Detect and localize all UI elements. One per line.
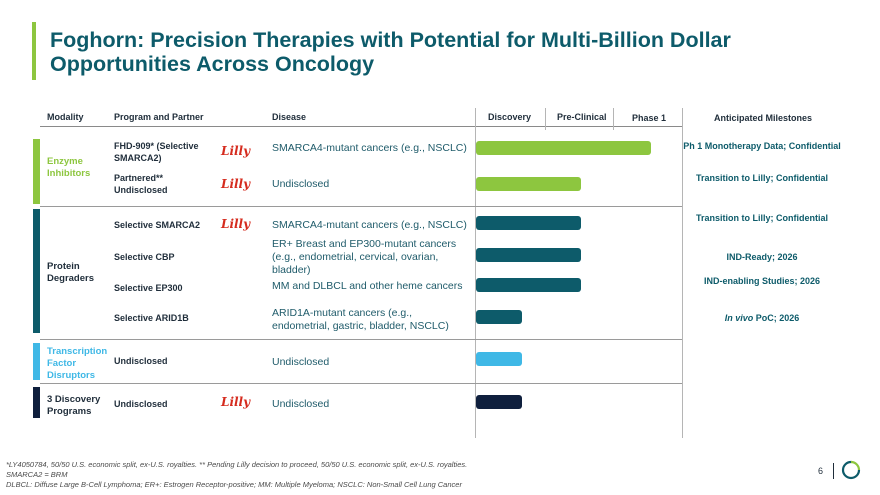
progress-bar-tfd <box>476 352 522 366</box>
tfd-modality-bar <box>33 343 40 380</box>
disease-text: ARID1A-mutant cancers (e.g., endometrial… <box>272 307 449 332</box>
disease-text: ER+ Breast and EP300-mutant cancers (e.g… <box>272 238 457 276</box>
disease-text: SMARCA4-mutant cancers (e.g., NSCLC) <box>272 142 467 154</box>
program-fhd-909: FHD-909* (Selective SMARCA2) <box>114 141 199 163</box>
program-selective-smarca2: Selective SMARCA2 <box>114 220 201 230</box>
progress-bar-discovery <box>476 395 522 409</box>
disease-text: MM and DLBCL and other heme cancers <box>272 280 463 292</box>
milestone-text: Transition to Lilly; Confidential <box>696 173 828 183</box>
title-accent-bar <box>32 22 36 80</box>
program-discovery-undisclosed: Undisclosed <box>114 399 168 409</box>
foghorn-logo-icon <box>841 460 861 480</box>
disease-text: Undisclosed <box>272 178 330 190</box>
progress-bar-smarca2 <box>476 216 581 230</box>
modality-discovery-programs: 3 Discovery Programs <box>47 394 101 417</box>
discovery-modality-bar <box>33 387 40 418</box>
milestone-text-in-vivo: In vivo PoC; 2026 <box>724 313 800 323</box>
header-phase1: Phase 1 <box>632 113 667 123</box>
lilly-logo: Lilly <box>221 144 251 158</box>
lilly-logo: Lilly <box>221 177 251 191</box>
degraders-modality-bar <box>33 209 40 333</box>
header-program: Program and Partner <box>114 112 204 122</box>
enzyme-modality-bar <box>33 139 40 204</box>
header-milestones: Anticipated Milestones <box>714 113 813 123</box>
progress-bar-partnered <box>476 177 581 191</box>
header-discovery: Discovery <box>488 112 532 122</box>
footnote-line-2: SMARCA2 = BRM <box>6 470 68 479</box>
page-number-divider <box>833 463 834 479</box>
modality-transcription-factor-disruptors: Transcription Factor Disruptors <box>47 346 108 381</box>
footnote-line-1: *LY4050784, 50/50 U.S. economic split, e… <box>6 460 468 469</box>
page-number: 6 <box>818 466 824 476</box>
program-selective-arid1b: Selective ARID1B <box>114 313 189 323</box>
program-selective-ep300: Selective EP300 <box>114 283 183 293</box>
progress-bar-cbp <box>476 248 581 262</box>
header-disease: Disease <box>272 112 307 122</box>
progress-bar-fhd-909 <box>476 141 651 155</box>
header-divider <box>40 126 682 127</box>
disease-text: Undisclosed <box>272 356 330 368</box>
phase-divider-start <box>475 108 476 438</box>
section-divider <box>40 339 682 340</box>
lilly-logo: Lilly <box>221 217 251 231</box>
modality-protein-degraders: Protein Degraders <box>47 261 94 284</box>
milestone-text: IND-enabling Studies; 2026 <box>703 276 821 286</box>
header-modality: Modality <box>47 112 84 122</box>
page-title: Foghorn: Precision Therapies with Potent… <box>50 28 731 76</box>
phase-divider-discovery <box>545 108 546 130</box>
disease-text: Undisclosed <box>272 398 330 410</box>
phase-divider-preclinical <box>613 108 614 130</box>
progress-bar-ep300 <box>476 278 581 292</box>
progress-bar-arid1b <box>476 310 522 324</box>
lilly-logo: Lilly <box>221 395 251 409</box>
footnote-line-3: DLBCL: Diffuse Large B-Cell Lymphoma; ER… <box>6 480 462 489</box>
program-partnered-undisclosed: Partnered** Undisclosed <box>114 173 168 195</box>
milestone-text: IND-Ready; 2026 <box>726 252 798 262</box>
section-divider <box>40 383 682 384</box>
milestone-text: Ph 1 Monotherapy Data; Confidential <box>683 141 841 151</box>
header-preclinical: Pre-Clinical <box>557 112 607 122</box>
program-selective-cbp: Selective CBP <box>114 252 175 262</box>
phase-divider-end <box>682 108 683 438</box>
disease-text: SMARCA4-mutant cancers (e.g., NSCLC) <box>272 219 467 231</box>
section-divider <box>40 206 682 207</box>
program-tfd-undisclosed: Undisclosed <box>114 356 168 366</box>
modality-enzyme-inhibitors: Enzyme Inhibitors <box>47 156 91 179</box>
milestone-text: Transition to Lilly; Confidential <box>696 213 828 223</box>
